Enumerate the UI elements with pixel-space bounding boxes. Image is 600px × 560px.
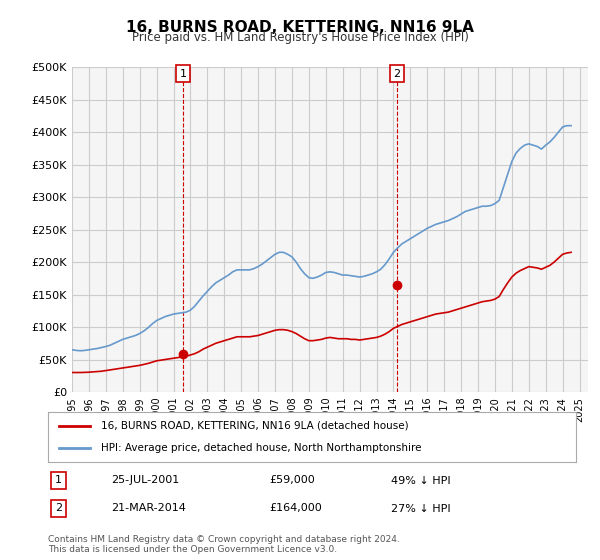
Text: £59,000: £59,000: [270, 475, 316, 486]
Text: £164,000: £164,000: [270, 503, 323, 514]
Text: 27% ↓ HPI: 27% ↓ HPI: [391, 503, 451, 514]
Text: 49% ↓ HPI: 49% ↓ HPI: [391, 475, 451, 486]
Text: Contains HM Land Registry data © Crown copyright and database right 2024.
This d: Contains HM Land Registry data © Crown c…: [48, 535, 400, 554]
Text: 1: 1: [55, 475, 62, 486]
Text: 21-MAR-2014: 21-MAR-2014: [112, 503, 186, 514]
Text: 1: 1: [179, 69, 187, 79]
Text: 16, BURNS ROAD, KETTERING, NN16 9LA: 16, BURNS ROAD, KETTERING, NN16 9LA: [126, 20, 474, 35]
Text: Price paid vs. HM Land Registry's House Price Index (HPI): Price paid vs. HM Land Registry's House …: [131, 31, 469, 44]
Text: HPI: Average price, detached house, North Northamptonshire: HPI: Average price, detached house, Nort…: [101, 443, 421, 453]
Text: 16, BURNS ROAD, KETTERING, NN16 9LA (detached house): 16, BURNS ROAD, KETTERING, NN16 9LA (det…: [101, 421, 409, 431]
Text: 2: 2: [55, 503, 62, 514]
Text: 25-JUL-2001: 25-JUL-2001: [112, 475, 179, 486]
Text: 2: 2: [394, 69, 401, 79]
